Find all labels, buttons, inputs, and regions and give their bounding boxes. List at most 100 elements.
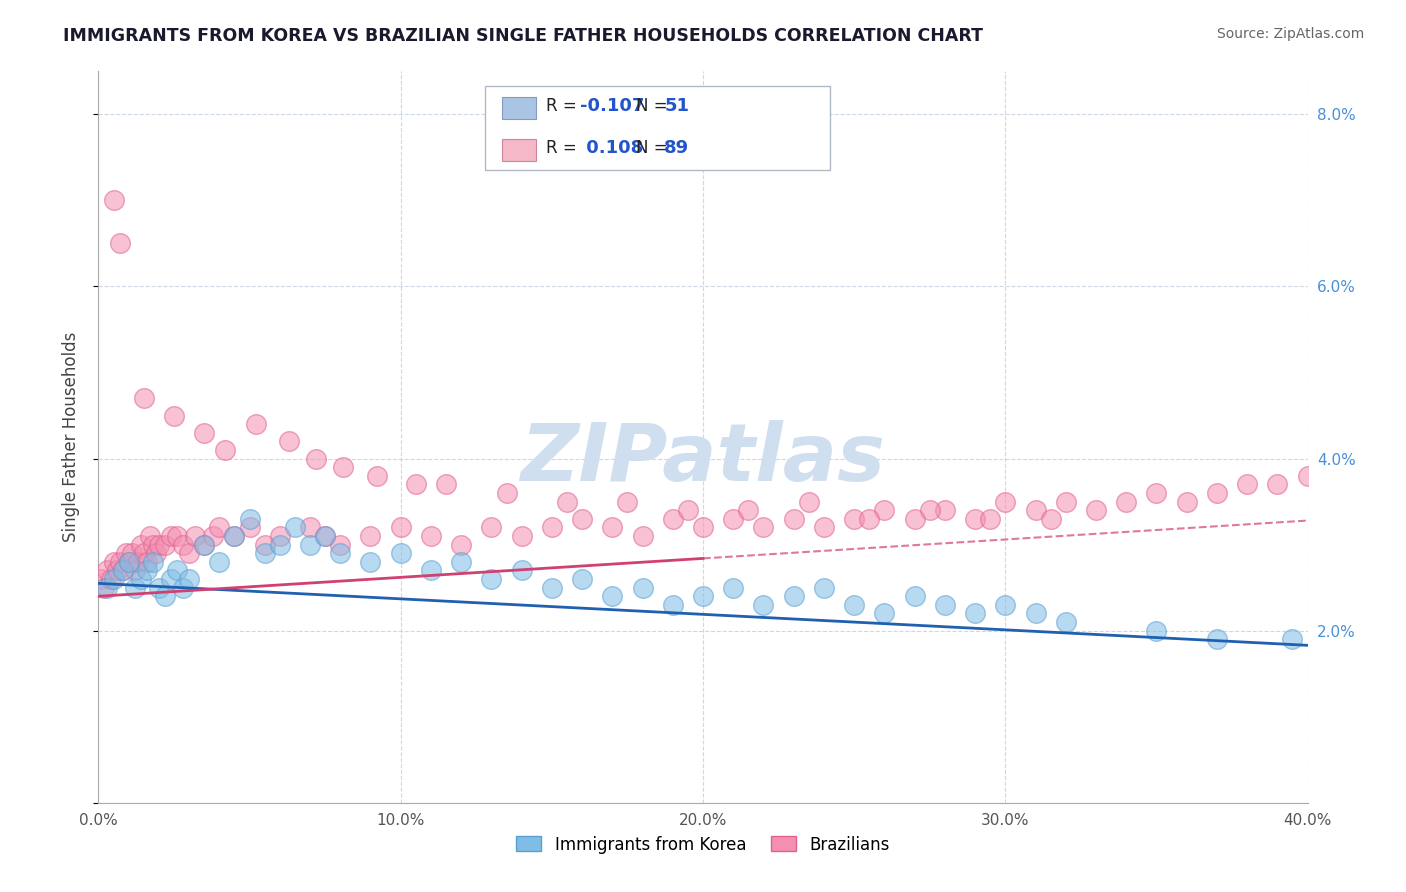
Point (193, 425, 215, 440)
Point (1054, 494, 1077, 508)
Point (1206, 632, 1229, 647)
Point (813, 520, 835, 534)
Point (121, 546, 143, 560)
Point (93, 581, 115, 595)
Point (420, 564, 443, 578)
Point (1281, 632, 1303, 647)
Point (118, 555, 141, 569)
Point (481, 572, 503, 586)
Point (450, 538, 472, 552)
Point (555, 494, 578, 508)
Point (239, 520, 262, 534)
Text: R =: R = (546, 139, 576, 157)
Point (202, 529, 225, 543)
Point (873, 503, 896, 517)
Point (96, 564, 118, 578)
Point (661, 512, 683, 526)
Point (163, 409, 186, 423)
Point (1115, 494, 1137, 508)
Point (571, 572, 593, 586)
Point (269, 538, 291, 552)
Bar (502, 97, 536, 119)
Bar (502, 138, 536, 161)
Point (284, 520, 307, 534)
Point (616, 494, 638, 508)
Point (1267, 477, 1289, 491)
Point (1146, 486, 1168, 500)
Point (979, 512, 1001, 526)
Point (858, 512, 880, 526)
Point (139, 529, 162, 543)
Point (193, 538, 215, 552)
Point (540, 581, 562, 595)
Text: 89: 89 (664, 139, 689, 157)
Point (723, 512, 745, 526)
Point (420, 529, 443, 543)
Point (100, 572, 122, 586)
Point (844, 598, 866, 612)
Point (495, 486, 517, 500)
Text: R =: R = (546, 97, 576, 115)
Point (108, 555, 131, 569)
Point (450, 555, 472, 569)
Point (631, 529, 654, 543)
Point (314, 529, 336, 543)
Point (208, 520, 231, 534)
Point (299, 520, 322, 534)
Point (813, 581, 835, 595)
Point (965, 512, 987, 526)
Point (129, 572, 152, 586)
Point (253, 546, 276, 560)
Point (314, 529, 336, 543)
Point (103, 572, 125, 586)
Point (224, 529, 246, 543)
Point (184, 529, 207, 543)
Point (269, 529, 291, 543)
Text: N =: N = (637, 139, 668, 157)
Point (153, 538, 176, 552)
Point (934, 598, 956, 612)
Point (510, 529, 533, 543)
Point (108, 236, 131, 251)
Point (1296, 468, 1319, 483)
Point (193, 538, 215, 552)
Point (160, 529, 183, 543)
Point (305, 451, 328, 466)
Point (166, 529, 188, 543)
Point (434, 477, 457, 491)
Point (571, 512, 593, 526)
Point (405, 477, 427, 491)
Point (904, 589, 927, 603)
Point (1039, 512, 1062, 526)
Point (389, 520, 412, 534)
FancyBboxPatch shape (485, 86, 830, 170)
Point (96, 581, 118, 595)
Point (366, 468, 388, 483)
Point (142, 555, 165, 569)
Point (1236, 477, 1258, 491)
Point (1206, 486, 1229, 500)
Point (148, 581, 170, 595)
Point (752, 598, 775, 612)
Point (692, 520, 714, 534)
Point (172, 538, 194, 552)
Point (332, 460, 354, 475)
Point (1146, 624, 1168, 638)
Point (172, 581, 194, 595)
Point (179, 572, 201, 586)
Point (132, 546, 155, 560)
Point (153, 589, 176, 603)
Point (124, 564, 146, 578)
Point (90, 572, 112, 586)
Point (214, 442, 236, 457)
Point (299, 538, 322, 552)
Point (118, 555, 141, 569)
Point (723, 581, 745, 595)
Point (360, 529, 382, 543)
Point (692, 589, 714, 603)
Point (510, 564, 533, 578)
Point (934, 503, 956, 517)
Point (661, 598, 683, 612)
Point (1175, 494, 1198, 508)
Point (752, 520, 775, 534)
